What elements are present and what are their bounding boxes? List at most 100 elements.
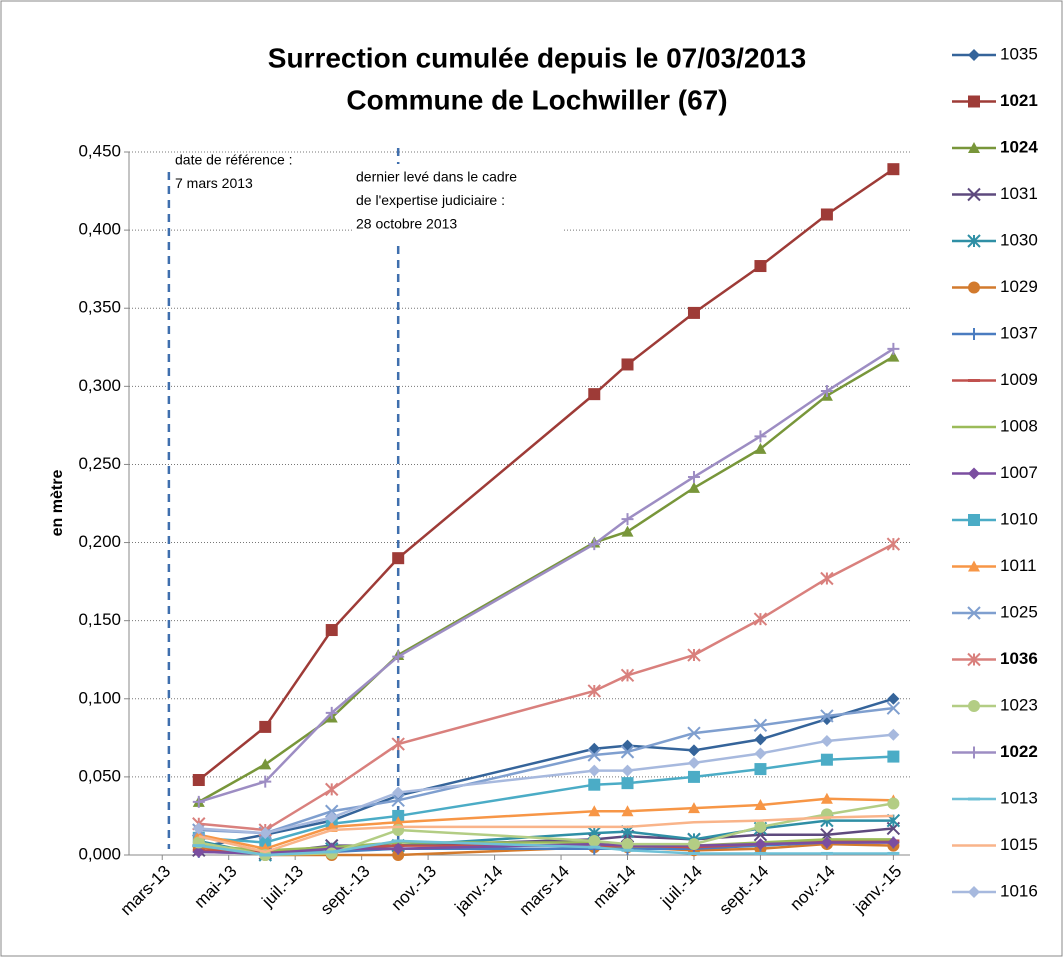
marker bbox=[687, 756, 700, 769]
marker bbox=[687, 802, 700, 814]
marker bbox=[754, 260, 767, 273]
marker bbox=[968, 514, 980, 526]
y-tick-label: 0,000 bbox=[78, 844, 121, 863]
marker bbox=[192, 774, 205, 787]
marker bbox=[621, 777, 634, 790]
marker bbox=[588, 778, 601, 791]
marker bbox=[588, 388, 601, 401]
y-tick-label: 0,300 bbox=[78, 376, 121, 395]
annotation-text: 7 mars 2013 bbox=[175, 175, 253, 191]
series-line bbox=[198, 355, 895, 803]
marker bbox=[621, 513, 634, 526]
series-line bbox=[198, 168, 895, 781]
legend-label: 1016 bbox=[1000, 881, 1038, 900]
y-tick-label: 0,250 bbox=[78, 454, 121, 473]
marker bbox=[192, 795, 205, 808]
marker bbox=[967, 606, 981, 620]
marker bbox=[392, 849, 405, 861]
series bbox=[198, 814, 894, 854]
marker bbox=[968, 746, 980, 759]
legend-label: 1009 bbox=[1000, 370, 1038, 389]
marker bbox=[391, 737, 405, 751]
legend-label: 1036 bbox=[1000, 649, 1038, 668]
marker bbox=[325, 624, 338, 637]
annotation-text: 28 octobre 2013 bbox=[356, 216, 457, 232]
series bbox=[192, 792, 900, 854]
marker bbox=[687, 648, 701, 662]
legend-label: 1024 bbox=[1000, 137, 1038, 156]
marker bbox=[621, 805, 634, 817]
marker bbox=[968, 328, 980, 340]
marker bbox=[753, 612, 768, 626]
marker bbox=[392, 552, 405, 565]
marker bbox=[192, 822, 205, 835]
marker bbox=[687, 481, 700, 493]
marker bbox=[886, 701, 901, 715]
marker bbox=[754, 733, 767, 746]
marker bbox=[754, 820, 767, 833]
series-line bbox=[198, 543, 894, 832]
series bbox=[192, 163, 900, 787]
marker bbox=[587, 684, 601, 698]
chart-title: Surrection cumulée depuis le 07/03/2013 bbox=[268, 42, 806, 73]
marker bbox=[325, 782, 339, 797]
marker bbox=[887, 728, 900, 741]
legend-label: 1021 bbox=[1000, 91, 1038, 110]
marker bbox=[325, 847, 338, 860]
marker bbox=[887, 350, 900, 362]
marker bbox=[968, 467, 980, 480]
annotation-text: dernier levé dans le cadre bbox=[356, 169, 517, 185]
marker bbox=[820, 208, 833, 221]
marker bbox=[820, 792, 833, 804]
marker bbox=[820, 836, 833, 849]
marker bbox=[588, 805, 601, 817]
legend-label: 1008 bbox=[1000, 416, 1038, 435]
marker bbox=[968, 95, 980, 108]
y-axis-label: en mètre bbox=[49, 470, 66, 537]
marker bbox=[391, 793, 405, 808]
legend-label: 1031 bbox=[1000, 184, 1038, 203]
y-tick-label: 0,050 bbox=[78, 766, 121, 785]
marker bbox=[259, 720, 272, 733]
legend-label: 1007 bbox=[1000, 463, 1038, 482]
marker bbox=[621, 525, 634, 537]
marker bbox=[621, 764, 634, 777]
chart-title: Commune de Lochwiller (67) bbox=[346, 84, 727, 115]
marker bbox=[820, 753, 833, 766]
marker bbox=[754, 763, 767, 776]
marker bbox=[392, 842, 405, 855]
series-line bbox=[198, 347, 895, 804]
marker bbox=[820, 385, 833, 398]
marker bbox=[325, 706, 338, 719]
series-line bbox=[198, 841, 894, 855]
y-tick-label: 0,150 bbox=[78, 610, 121, 629]
legend-label: 1030 bbox=[1000, 230, 1038, 249]
series-line bbox=[198, 697, 894, 849]
series bbox=[192, 342, 900, 808]
marker bbox=[754, 799, 767, 811]
series bbox=[192, 728, 900, 840]
marker bbox=[887, 342, 900, 355]
marker bbox=[587, 748, 601, 762]
marker bbox=[820, 571, 834, 586]
annotation-text: date de référence : bbox=[175, 152, 293, 168]
marker bbox=[887, 750, 900, 763]
marker bbox=[621, 838, 634, 851]
y-tick-label: 0,200 bbox=[78, 532, 121, 551]
marker bbox=[820, 734, 833, 747]
series bbox=[192, 537, 901, 837]
marker bbox=[886, 537, 901, 551]
legend-label: 1011 bbox=[1000, 556, 1037, 575]
y-tick-label: 0,400 bbox=[78, 220, 121, 239]
marker bbox=[887, 836, 900, 849]
legend-label: 1023 bbox=[1000, 695, 1038, 714]
annotation-text: de l'expertise judiciaire : bbox=[356, 192, 505, 208]
legend-label: 1015 bbox=[1000, 835, 1038, 854]
annotation-box bbox=[352, 164, 562, 242]
legend-label: 1029 bbox=[1000, 277, 1038, 296]
legend-label: 1010 bbox=[1000, 509, 1038, 528]
marker bbox=[968, 560, 980, 572]
series-line bbox=[198, 733, 894, 835]
marker bbox=[967, 187, 981, 202]
